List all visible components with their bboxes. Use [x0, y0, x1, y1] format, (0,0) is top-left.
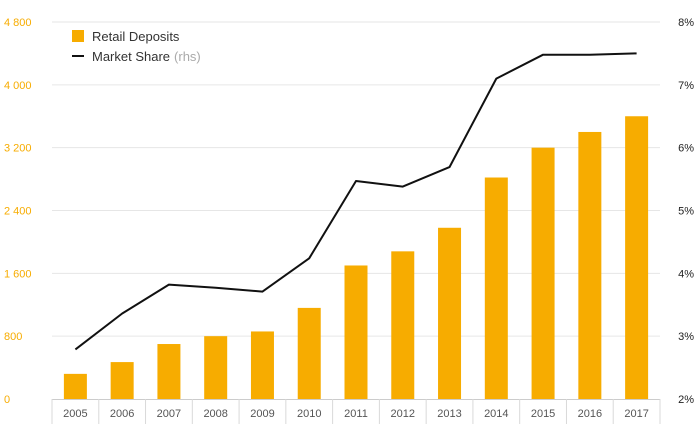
y-left-tick-label: 4 800: [4, 17, 32, 29]
bar: [157, 344, 181, 399]
legend-swatch-bar: [72, 30, 84, 42]
y-right-tick-label: 8%: [678, 17, 694, 29]
x-tick-label: 2012: [391, 408, 415, 420]
legend-label-suffix: (rhs): [174, 48, 201, 64]
bar: [531, 147, 555, 399]
bar: [438, 227, 462, 399]
y-right-tick-label: 2%: [678, 394, 694, 406]
bar: [484, 177, 508, 399]
y-left-tick-label: 4 000: [4, 80, 32, 92]
market-share-line: [74, 52, 637, 351]
bar: [297, 307, 321, 399]
x-tick-label: 2013: [437, 408, 461, 420]
y-left-tick-label: 1 600: [4, 268, 32, 280]
x-tick-label: 2010: [297, 408, 321, 420]
y-left-tick-label: 0: [4, 394, 10, 406]
x-tick-label: 2007: [157, 408, 181, 420]
x-tick-label: 2016: [578, 408, 602, 420]
y-right-tick-label: 3%: [678, 331, 694, 343]
legend-swatch-line: [72, 55, 84, 57]
legend-item-market-share: Market Share (rhs): [72, 46, 201, 66]
legend-label: Retail Deposits: [92, 28, 180, 44]
x-tick-label: 2011: [344, 408, 368, 420]
y-right-tick-label: 4%: [678, 268, 694, 280]
y-left-tick-label: 800: [4, 331, 22, 343]
legend: Retail Deposits Market Share (rhs): [72, 26, 201, 66]
x-tick-label: 2006: [110, 408, 134, 420]
bar: [250, 331, 274, 399]
y-left-tick-label: 3 200: [4, 143, 32, 155]
y-right-tick-label: 7%: [678, 80, 694, 92]
axes: 0 800 1 600 2 400 3 200 4 000 4 800 2% 3% 4% 5% 6% 7…: [4, 17, 694, 424]
x-tick-label: 2015: [531, 408, 555, 420]
bar: [63, 373, 87, 399]
bar: [344, 265, 368, 399]
gridlines: [52, 21, 660, 337]
bar-series-retail-deposits: [63, 116, 649, 400]
line-series-market-share: [74, 52, 637, 351]
legend-item-retail-deposits: Retail Deposits: [72, 26, 201, 46]
y-right-tick-label: 6%: [678, 143, 694, 155]
x-tick-label: 2009: [250, 408, 274, 420]
bar: [625, 116, 649, 399]
x-tick-label: 2017: [624, 408, 648, 420]
legend-label: Market Share: [92, 48, 171, 64]
bar: [204, 336, 228, 399]
y-right-tick-label: 5%: [678, 206, 694, 218]
x-tick-label: 2014: [484, 408, 508, 420]
bar: [110, 362, 134, 399]
bar: [578, 131, 602, 400]
x-tick-label: 2005: [63, 408, 87, 420]
x-tick-label: 2008: [203, 408, 227, 420]
bar: [391, 251, 415, 399]
y-left-tick-label: 2 400: [4, 206, 32, 218]
